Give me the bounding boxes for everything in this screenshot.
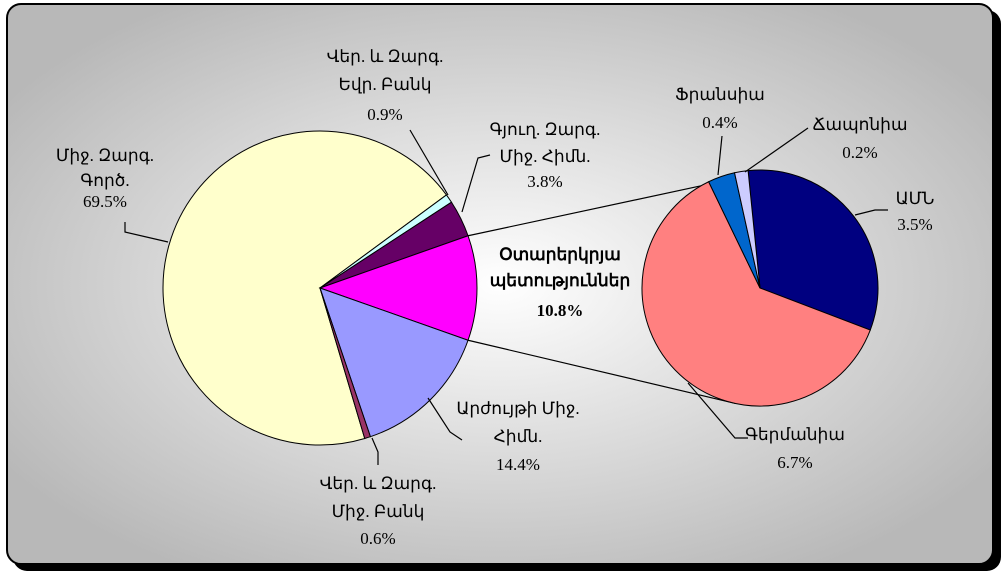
category-label: Ճապոնիա [812, 115, 907, 134]
connectors [467, 185, 736, 405]
value-label: 14.4% [496, 455, 540, 474]
pie-slice [733, 170, 761, 289]
leader-line [124, 222, 169, 243]
category-label: Ֆրանսիա [675, 85, 765, 104]
category-label: Միջ. Զարգ. [56, 146, 154, 165]
pie-slice [641, 181, 871, 407]
pie-slice [747, 169, 879, 331]
leader-line [371, 437, 379, 465]
pie-slice [319, 287, 372, 440]
value-label: 0.6% [360, 529, 395, 548]
connector-line [467, 185, 702, 237]
value-label: 3.8% [527, 172, 562, 191]
category-label: Արժույթի Միջ. [456, 399, 579, 418]
category-label: Վեր. և Զարգ. [327, 47, 444, 66]
category-label: Վեր. և Զարգ. [320, 474, 437, 493]
pie-slice [318, 235, 478, 341]
value-label: 0.2% [842, 143, 877, 162]
connector-line [467, 339, 736, 405]
leader-line [687, 382, 748, 439]
value-label: 69.5% [83, 192, 127, 211]
category-label: Եվր. Բանկ [338, 75, 431, 94]
category-label: Օտարերկրյա [499, 245, 621, 264]
category-label: պետություններ [490, 271, 630, 290]
value-label: 6.7% [777, 453, 812, 472]
pie-slice [319, 287, 469, 438]
category-label: Միջ. Բանկ [332, 502, 425, 521]
category-label: Գերմանիա [745, 425, 845, 444]
leader-line [409, 129, 449, 196]
value-label: 3.5% [897, 215, 932, 234]
value-label: 10.8% [537, 301, 584, 320]
value-label: 0.9% [367, 105, 402, 124]
category-label: ԱՄՆ [896, 189, 935, 208]
pies [162, 130, 879, 446]
pie-slice [162, 130, 448, 446]
category-label: Գյուղ. Զարգ. [490, 120, 601, 139]
leader-line [461, 154, 491, 213]
leader-line [717, 135, 723, 176]
category-label: Հիմն. [494, 427, 543, 446]
labels: Միջ. Զարգ. Գործ. 69.5% Վեր. և Զարգ. Եվր. Բան… [56, 47, 935, 548]
leader-line [427, 397, 463, 441]
leader-line [854, 209, 888, 216]
category-label: Գործ. [80, 171, 129, 190]
leader-line [744, 127, 809, 173]
value-label: 0.4% [702, 113, 737, 132]
category-label: Միջ. Հիմն. [500, 147, 591, 166]
